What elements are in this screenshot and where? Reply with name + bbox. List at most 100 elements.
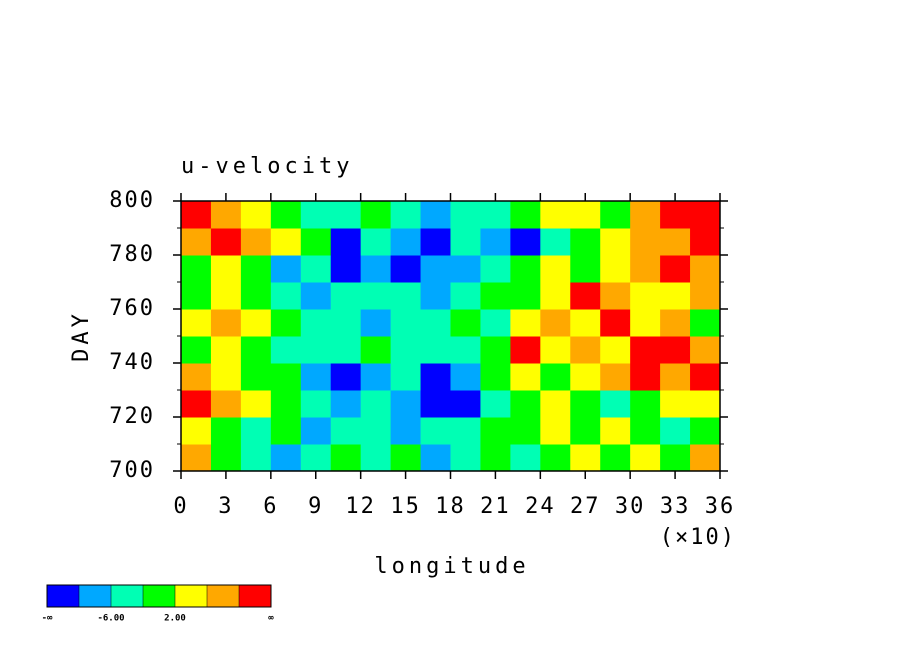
heat-cell [181,309,212,337]
heat-cell [690,444,721,472]
heat-cell [300,390,332,418]
heat-cell [181,228,212,256]
heat-cell [390,444,422,472]
heat-cell [300,444,332,472]
heat-cell [660,363,691,391]
heat-cell [540,255,571,283]
heat-cell [600,363,631,391]
heat-cell [420,444,451,472]
x-tick-label: 6 [263,494,278,519]
heat-cell [240,228,272,256]
heat-cell [450,390,481,418]
heat-cell [210,228,242,256]
heat-cell [510,363,541,391]
heat-cell [570,336,601,364]
heat-cell [270,228,302,256]
y-tick-label: 800 [109,188,155,213]
heat-cell [570,363,601,391]
heat-cell [420,282,451,310]
heat-cell [510,390,541,418]
x-tick-label: 15 [390,494,421,519]
colorbar-swatch [239,585,271,607]
heat-cell [690,228,721,256]
heat-cell [630,363,661,391]
heat-cell [360,417,392,445]
heat-cell [630,201,661,229]
heat-cell [510,417,541,445]
x-axis-label: longitude [374,554,529,579]
heat-cell [540,282,571,310]
heat-cell [240,255,272,283]
heat-cell [390,390,422,418]
heat-cell [630,282,661,310]
heat-cell [181,336,212,364]
heat-cell [240,444,272,472]
heat-cell [240,363,272,391]
heat-cell [210,282,242,310]
colorbar-swatch [79,585,111,607]
heat-cell [630,255,661,283]
heat-cell [330,201,362,229]
heat-cell [360,282,392,310]
heat-cell [570,390,601,418]
heat-cell [181,282,212,310]
heat-cell [360,309,392,337]
heat-cell [210,255,242,283]
x-tick-label: 30 [615,494,646,519]
heat-cell [210,363,242,391]
heat-cell [270,309,302,337]
heat-cell [330,444,362,472]
heat-cell [390,282,422,310]
heat-cell [510,336,541,364]
heat-cell [300,201,332,229]
heat-cell [540,390,571,418]
heat-cell [181,444,212,472]
y-tick-label: 720 [109,404,155,429]
heat-cell [330,363,362,391]
heat-cell [181,255,212,283]
colorbar-swatch [143,585,175,607]
heat-cell [210,390,242,418]
heat-cell [540,228,571,256]
heat-cell [660,444,691,472]
heat-cell [570,228,601,256]
heat-cell [600,336,631,364]
heat-cell [210,309,242,337]
colorbar-swatch [207,585,239,607]
heat-cell [240,336,272,364]
heat-cell [510,255,541,283]
x-tick-label: 27 [570,494,601,519]
heat-cell [210,444,242,472]
heat-cell [240,282,272,310]
heat-cell [330,417,362,445]
heat-cell [360,255,392,283]
heat-cell [330,309,362,337]
heat-cell [300,417,332,445]
heat-cell [360,201,392,229]
heat-cell [420,336,451,364]
heat-cell [630,228,661,256]
heat-cell [660,390,691,418]
heat-cell [420,255,451,283]
heat-cell [270,417,302,445]
heat-cell [630,309,661,337]
heat-cell [480,417,511,445]
heat-cell [360,444,392,472]
heat-cell [480,282,511,310]
heat-cell [390,336,422,364]
y-axis-label: DAY [69,310,94,362]
heat-cell [240,390,272,418]
heat-cell [330,255,362,283]
heat-cell [540,363,571,391]
heat-cell [600,444,631,472]
heat-cell [420,390,451,418]
heat-cell [480,201,511,229]
heat-cell [660,417,691,445]
heat-cell [660,255,691,283]
heat-cell [480,363,511,391]
heat-cell [330,282,362,310]
heat-cell [690,282,721,310]
heat-cell [240,201,272,229]
heat-cell [360,390,392,418]
